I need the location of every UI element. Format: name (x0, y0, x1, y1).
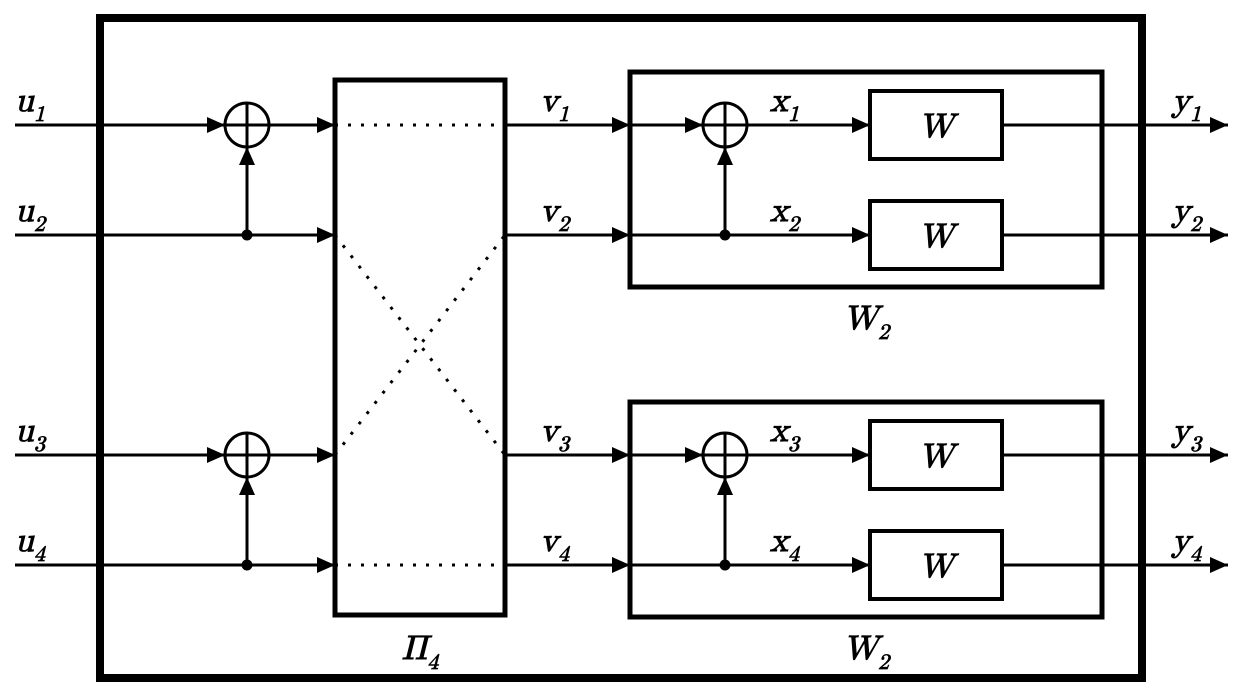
xor-icon (225, 103, 269, 147)
w-label: W (919, 440, 960, 474)
w-label: W (919, 110, 960, 144)
xor-icon (703, 433, 747, 477)
xor-icon (703, 103, 747, 147)
w-label: W (919, 550, 960, 584)
w-label: W (919, 220, 960, 254)
xor-icon (225, 433, 269, 477)
